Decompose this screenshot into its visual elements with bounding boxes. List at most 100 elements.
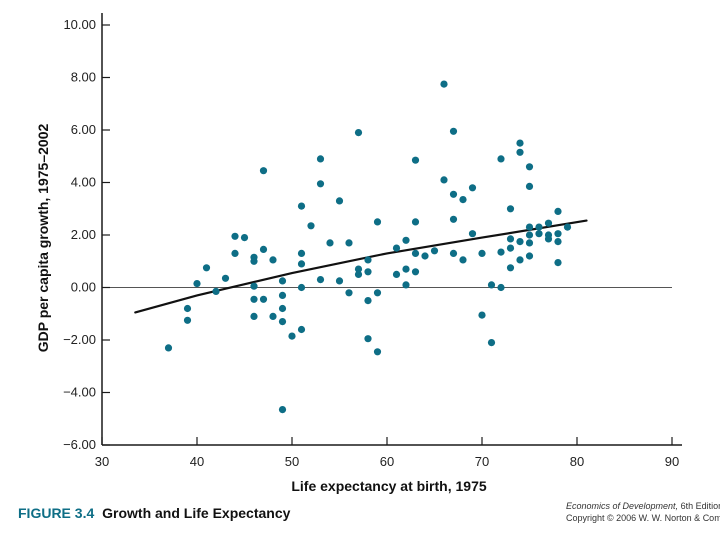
book-title: Economics of Development, [566,501,679,511]
data-point [497,283,505,292]
data-point [288,332,296,340]
data-point [297,283,306,292]
y-tick-label: 10.00 [63,17,96,32]
data-point [392,270,401,278]
data-point [364,256,372,264]
figure-number: FIGURE 3.4 [18,505,95,521]
data-point [487,339,496,347]
data-point [516,238,524,246]
data-point [335,277,344,285]
data-point [278,318,287,326]
data-point [554,207,562,215]
y-tick-label: −6.00 [63,437,96,452]
data-point [392,244,401,252]
data-point [316,180,325,188]
data-point [544,235,553,243]
figure-title: Growth and Life Expectancy [102,505,291,521]
trend-line [134,219,588,314]
data-point [440,176,448,184]
data-point [525,163,534,171]
data-point [278,277,287,285]
data-point [459,196,467,204]
data-point [164,344,173,352]
data-point [411,218,420,226]
x-tick-label: 90 [665,454,679,469]
y-tick-label: 0.00 [71,280,96,295]
source-credit: Economics of Development, 6th Edition Co… [566,500,720,524]
points-layer [164,80,572,414]
y-tick-label: −4.00 [63,385,96,400]
y-tick-label: 2.00 [71,227,96,242]
data-point [421,252,429,260]
data-point [525,231,534,239]
data-point [411,268,420,276]
trend-layer [134,219,588,314]
data-point [373,289,382,297]
data-point [231,249,239,257]
data-point [535,223,543,231]
data-point [278,304,287,313]
y-tick-label: 8.00 [71,70,96,85]
x-axis-label: Life expectancy at birth, 1975 [291,478,487,494]
data-point [202,264,211,272]
data-point [364,335,372,343]
data-point [535,230,543,238]
data-point [316,155,325,163]
data-point [487,281,496,289]
data-point [259,167,268,175]
data-point [259,245,268,253]
data-point [506,235,515,243]
data-point [297,325,306,334]
data-point [259,295,268,303]
data-point [297,202,306,210]
y-tick-label: 4.00 [71,175,96,190]
data-point [354,265,363,273]
x-tick-label: 30 [95,454,109,469]
data-point [402,236,410,244]
x-tick-label: 60 [380,454,394,469]
data-point [525,252,534,260]
y-tick-label: −2.00 [63,332,96,347]
book-edition: 6th Edition [680,501,720,511]
data-point [554,238,562,246]
data-point [478,249,486,257]
data-point [221,274,230,282]
data-point [478,311,486,319]
data-point [193,280,201,288]
data-point [316,276,325,284]
data-point [212,287,220,295]
x-tick-label: 40 [190,454,204,469]
data-point [449,190,458,198]
data-point [345,239,353,247]
data-point [554,230,562,238]
data-point [402,265,410,273]
axes-layer [101,13,682,446]
data-point [516,148,524,156]
data-point [516,139,524,147]
data-point [183,304,192,313]
data-point [231,232,239,240]
data-point [250,295,258,303]
data-point [506,205,515,213]
data-point [449,127,458,135]
tick-layer: −6.00 −4.00 −2.00 0.00 2.00 4.00 6.00 8.00 10.00… [63,17,679,469]
x-tick-label: 70 [475,454,489,469]
data-point [269,256,277,264]
data-point [250,312,258,320]
data-point [449,249,458,257]
data-point [307,222,315,230]
data-point [364,297,372,305]
data-point [525,239,534,247]
data-point [183,316,192,324]
data-point [563,223,572,231]
data-point [326,239,334,247]
data-point [411,249,420,257]
data-point [440,80,448,88]
data-point [525,223,534,231]
data-point [468,230,477,238]
data-point [240,234,249,242]
data-point [554,259,562,267]
data-point [335,197,344,205]
data-point [269,312,277,320]
